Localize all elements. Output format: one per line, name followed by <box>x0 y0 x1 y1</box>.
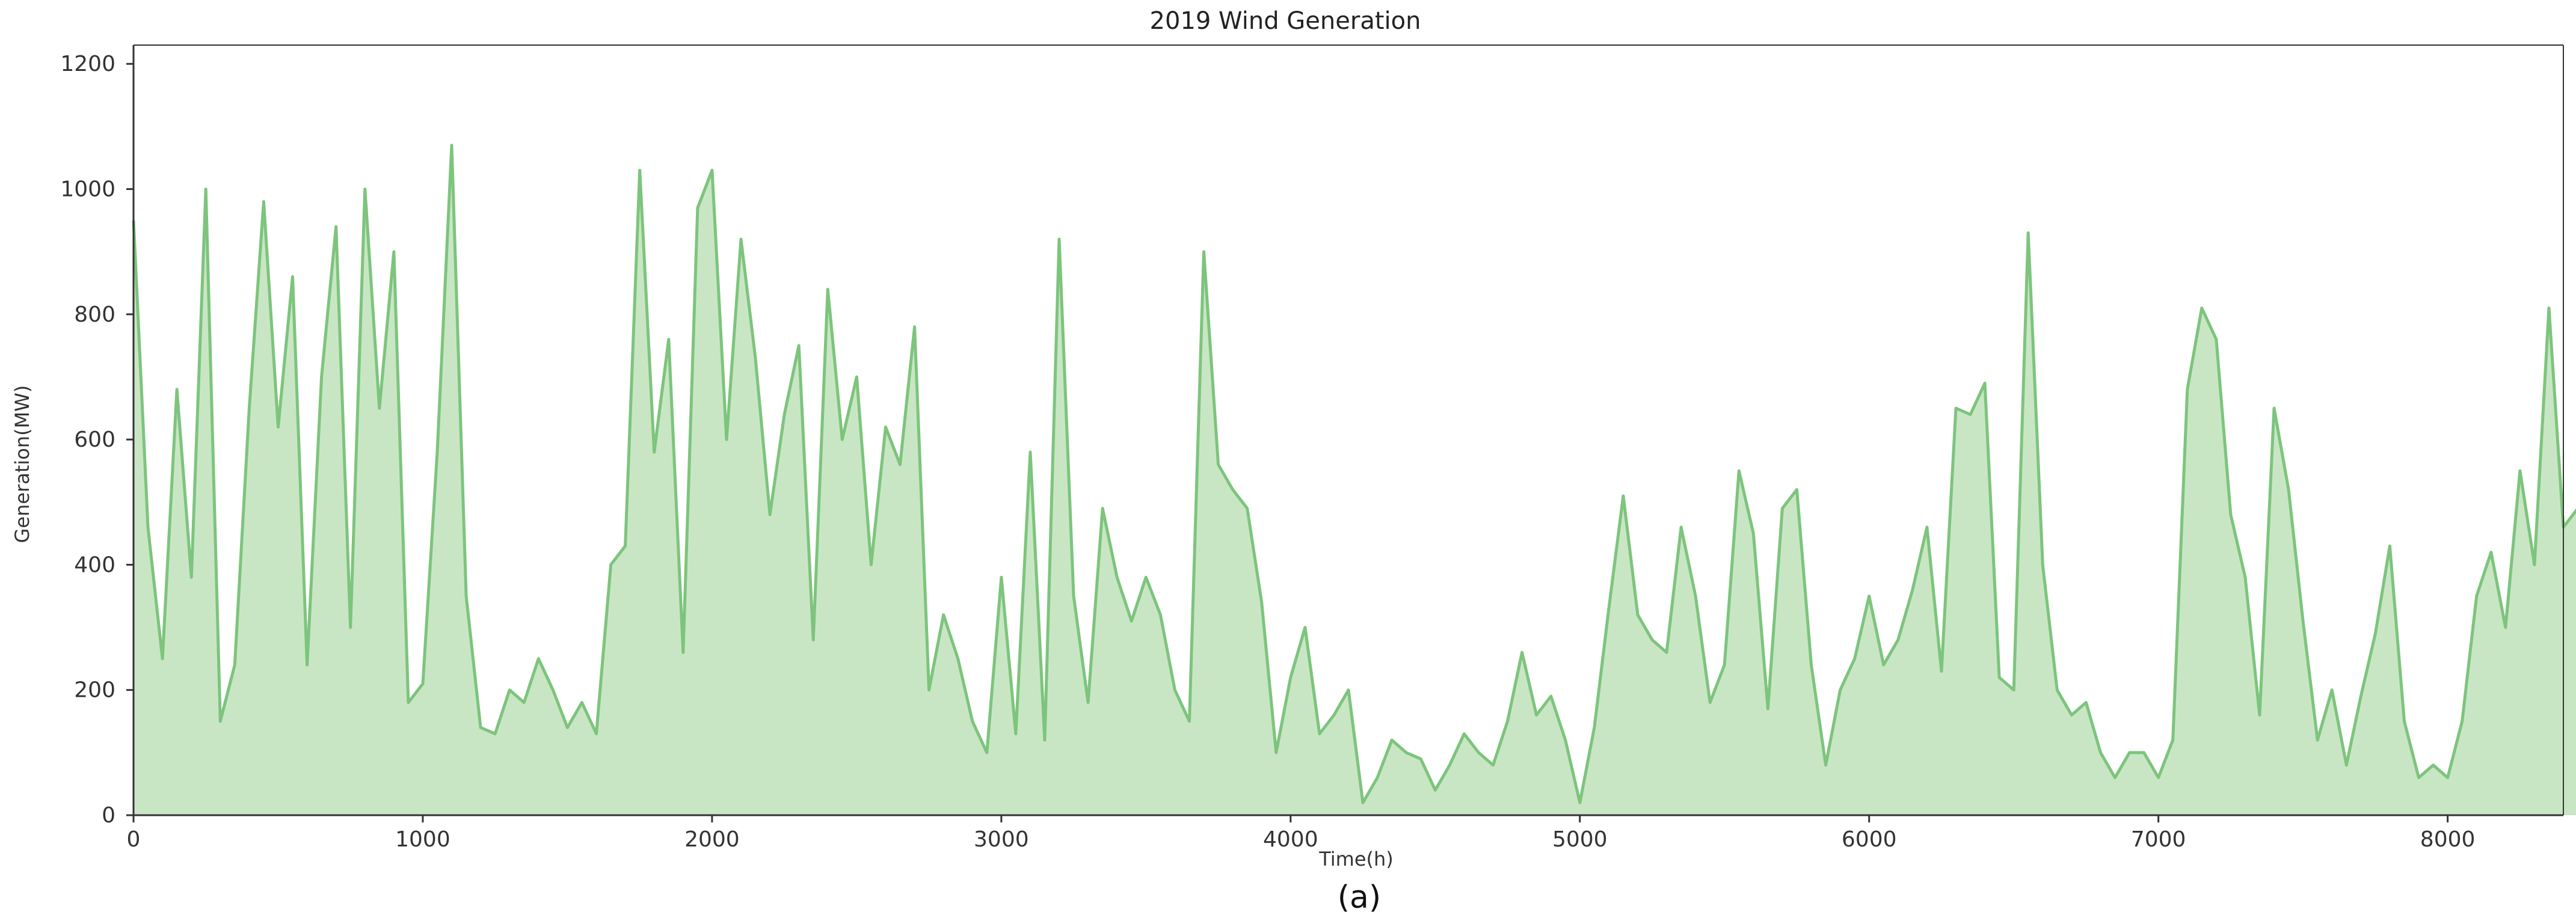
series-area <box>134 145 2576 815</box>
x-tick-label: 8000 <box>2420 827 2476 852</box>
x-axis: 0 1000 2000 3000 4000 5000 6000 7000 8000 <box>127 815 2476 852</box>
x-tick-label: 5000 <box>1552 827 1608 852</box>
x-tick-label: 4000 <box>1263 827 1318 852</box>
y-axis-label: Generation(MW) <box>11 385 34 543</box>
x-tick-label: 2000 <box>684 827 740 852</box>
y-tick-label: 400 <box>74 552 115 577</box>
y-tick-label: 600 <box>74 427 115 452</box>
y-tick-label: 200 <box>74 678 115 703</box>
x-tick-label: 3000 <box>974 827 1029 852</box>
y-tick-label: 800 <box>74 302 115 327</box>
x-tick-label: 1000 <box>395 827 450 852</box>
y-tick-label: 1200 <box>60 52 115 76</box>
y-axis: 0 200 400 600 800 1000 1200 <box>60 52 134 828</box>
figure-caption: (a) <box>1338 880 1381 916</box>
x-axis-label: Time(h) <box>1318 848 1394 871</box>
x-tick-label: 6000 <box>1842 827 1897 852</box>
x-tick-label: 7000 <box>2131 827 2186 852</box>
series-line <box>132 144 2576 804</box>
y-tick-label: 1000 <box>60 177 115 202</box>
plot-area <box>132 44 2576 816</box>
y-tick-label: 0 <box>102 803 115 828</box>
chart-title: 2019 Wind Generation <box>1150 7 1421 35</box>
x-tick-label: 0 <box>127 827 141 852</box>
